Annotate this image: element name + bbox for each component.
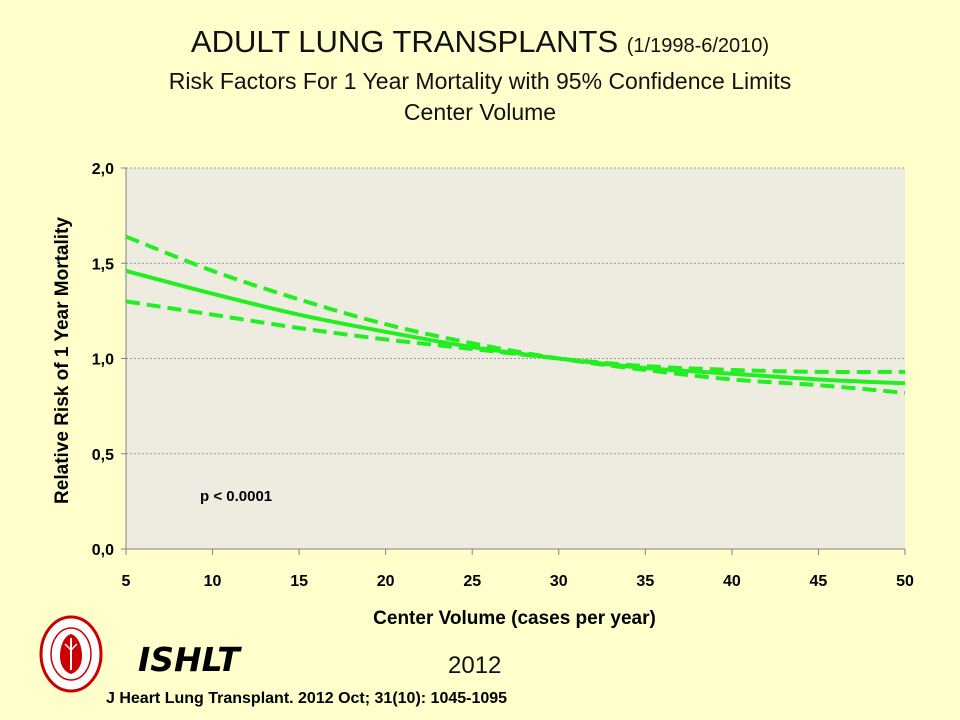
x-tick-label: 50 [896, 573, 914, 590]
series-lines [125, 234, 906, 395]
y-axis-title: Relative Risk of 1 Year Mortality [52, 217, 73, 504]
y-tick-label: 0,0 [92, 542, 114, 559]
axes: 0,0 0,5 1,0 1,5 2,0 5 10 15 20 25 30 35 40 45 50 [92, 161, 914, 590]
publication-year: 2012 [448, 652, 502, 679]
chart-title: ADULT LUNG TRANSPLANTS (1/1998-6/2010) [0, 22, 960, 66]
x-tick-label: 35 [636, 573, 654, 590]
x-tick-label: 40 [723, 573, 741, 590]
chart-subtitle: Risk Factors For 1 Year Mortality with 9… [168, 68, 792, 94]
y-tick-label: 1,5 [92, 256, 114, 273]
series-line-upper-ci [125, 234, 906, 395]
x-tick-label: 25 [463, 573, 481, 590]
chart-subtitle-variable: Center Volume [403, 99, 557, 125]
x-axis-title: Center Volume (cases per year) [373, 608, 656, 629]
x-tick-label: 20 [377, 573, 395, 590]
chart-title-main: ADULT LUNG TRANSPLANTS [190, 24, 619, 59]
x-tick-label: 30 [550, 573, 568, 590]
y-tick-label: 1,0 [92, 352, 114, 369]
series-line-lower-ci [125, 299, 906, 374]
y-tick-label: 2,0 [92, 161, 114, 178]
gridlines [126, 167, 905, 455]
ishlt-logo-icon [39, 615, 103, 693]
y-tick-label: 0,5 [92, 447, 114, 464]
org-name: ISHLT [138, 640, 240, 679]
chart-title-period: (1/1998-6/2010) [626, 35, 770, 57]
x-tick-label: 15 [290, 573, 308, 590]
x-tick-label: 45 [810, 573, 828, 590]
x-tick-label: 10 [204, 573, 222, 590]
x-tick-label: 5 [122, 573, 131, 590]
citation: J Heart Lung Transplant. 2012 Oct; 31(10… [106, 690, 508, 707]
chart-title-block: ADULT LUNG TRANSPLANTS (1/1998-6/2010) R… [0, 22, 960, 128]
p-value-annotation: p < 0.0001 [200, 488, 272, 505]
